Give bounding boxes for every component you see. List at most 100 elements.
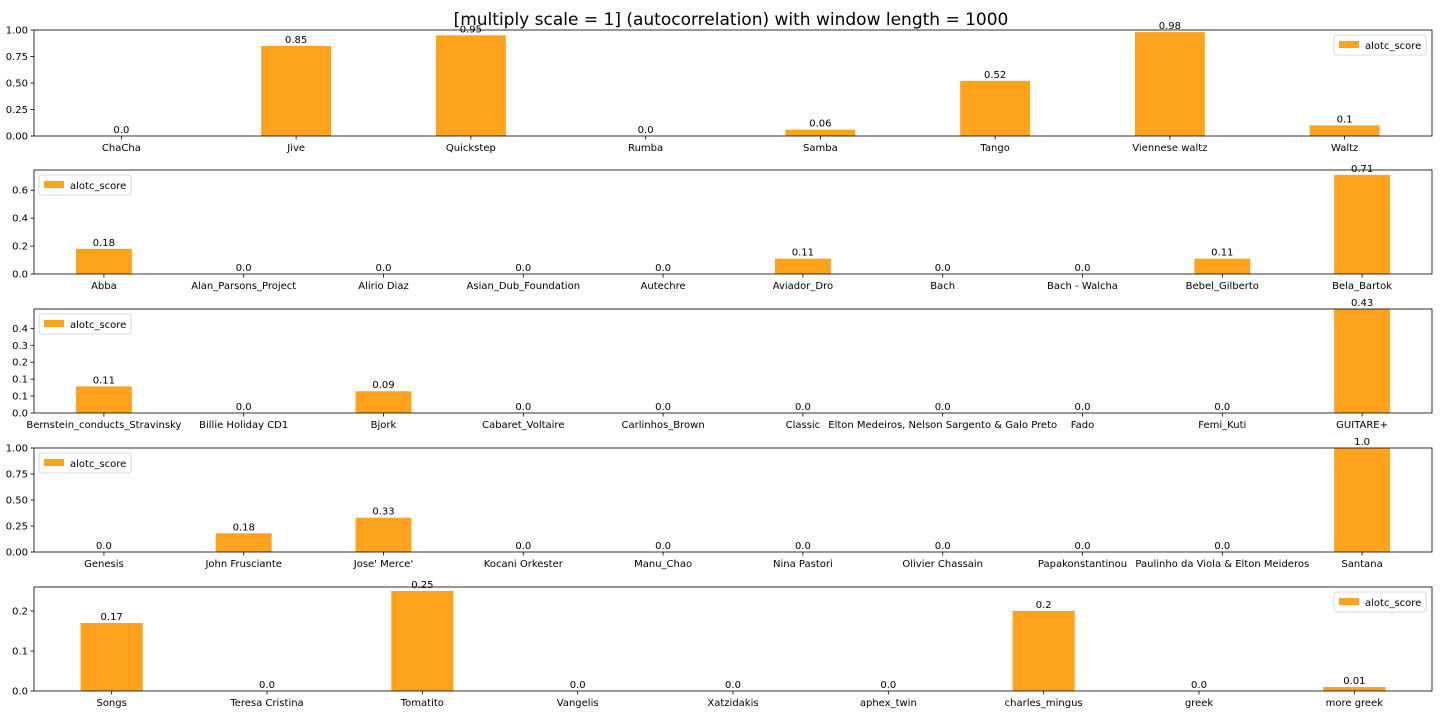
x-tick-label: Bebel_Gilberto [1186,281,1259,292]
x-tick-label: Nina Pastori [773,559,833,570]
data-label: 0.18 [233,522,255,533]
x-tick-label: Papakonstantinou [1038,559,1127,570]
x-tick-label: Olivier Chassain [902,559,983,570]
y-tick-label: 0.4 [12,214,28,225]
data-label: 0.0 [236,263,252,274]
x-tick-label: Aviador_Dro [773,281,833,292]
data-label: 0.0 [570,680,586,691]
x-tick-label: Elton Medeiros, Nelson Sargento & Galo P… [828,420,1057,431]
data-label: 0.0 [935,541,951,552]
bar [774,258,831,274]
x-tick-label: charles_mingus [1005,698,1083,709]
legend-box [38,313,132,335]
legend-label: alotc_score [1365,598,1421,609]
data-label: 0.18 [93,238,115,249]
data-label: 0.0 [655,263,671,274]
x-tick-label: Samba [803,143,838,154]
data-label: 0.11 [93,375,115,386]
y-tick-label: 0.25 [6,522,28,533]
x-tick-label: Manu_Chao [634,559,692,570]
data-label: 0.0 [113,125,129,136]
bar [435,35,506,136]
y-tick-label: 0.2 [12,242,28,253]
legend: alotc_score [38,174,132,196]
x-tick-label: Classic [786,420,821,431]
subplot-3: 0.11Bernstein_conducts_Stravinsky0.0Bill… [12,298,1433,431]
subplot-1: 0.0ChaCha0.85Jive0.95Quickstep0.0Rumba0.… [6,21,1433,154]
x-tick-label: John Frusciante [204,559,281,570]
data-label: 0.0 [515,541,531,552]
x-tick-label: Rumba [628,143,663,154]
data-label: 0.0 [795,541,811,552]
legend-box [1333,34,1427,56]
figure-title: [multiply scale = 1] (autocorrelation) w… [454,10,1009,30]
bar [215,533,272,552]
bar [1334,309,1391,413]
data-label: 0.0 [1075,402,1091,413]
subplots: 0.0ChaCha0.85Jive0.95Quickstep0.0Rumba0.… [6,21,1433,709]
data-label: 0.85 [285,35,307,46]
legend-label: alotc_score [70,459,126,470]
legend-swatch [1339,41,1359,48]
subplot-5: 0.17 Songs 0.0 Teresa Cristina 0.25 Tomatito 0… [12,580,1433,709]
legend-label: alotc_score [1365,41,1421,52]
axes-frame [33,586,1433,692]
x-tick-label: Alirio Diaz [358,281,408,292]
x-tick-label: Tango [979,143,1009,154]
x-tick-label: Bela_Bartok [1332,281,1392,292]
legend-label: alotc_score [70,320,126,331]
data-label: 0.11 [792,248,814,259]
data-label: 0.0 [935,402,951,413]
x-tick-label: more greek [1326,698,1384,709]
x-tick-label: GUITARE+ [1336,420,1388,431]
legend: alotc_score [1333,591,1427,613]
x-tick-label: Bach - Walcha [1047,281,1118,292]
data-label: 0.0 [96,541,112,552]
bar [1134,32,1205,137]
data-label: 0.0 [1075,541,1091,552]
x-tick-label: Xatzidakis [707,698,758,709]
bar [1309,125,1380,136]
y-tick-label: 0.1 [12,392,28,403]
x-tick-label: Teresa Cristina [229,698,303,709]
x-tick-label: Alan_Parsons_Project [191,281,296,292]
data-label: 0.71 [1351,164,1373,175]
data-label: 0.25 [411,580,433,591]
y-tick-label: 0.2 [12,607,28,618]
y-tick-label: 0.2 [12,358,28,369]
data-label: 0.43 [1351,298,1373,309]
legend-box [38,452,132,474]
y-tick-label: 0.0 [12,409,28,420]
y-tick-label: 1.00 [6,26,28,37]
y-tick-label: 0.4 [12,324,28,335]
x-tick-label: Abba [91,281,117,292]
x-tick-label: Genesis [84,559,124,570]
legend-swatch [44,181,64,188]
bar [355,391,412,413]
data-label: 0.01 [1343,676,1365,687]
data-label: 0.0 [1214,541,1230,552]
y-tick-label: 0.00 [6,548,28,559]
x-tick-label: Vangelis [557,698,599,709]
y-tick-label: 0.00 [6,132,28,143]
axes-frame [33,29,1433,137]
y-tick-label: 0.25 [6,105,28,116]
data-label: 0.1 [1337,114,1353,125]
x-tick-label: Femi_Kuti [1198,420,1246,431]
data-label: 0.0 [638,125,654,136]
x-tick-label: greek [1185,698,1214,709]
x-tick-label: Waltz [1331,143,1358,154]
data-label: 0.0 [655,541,671,552]
axes-frame [33,308,1433,414]
data-label: 0.0 [259,680,275,691]
x-tick-label: Santana [1341,559,1382,570]
y-tick-label: 0.3 [12,341,28,352]
data-label: 0.0 [725,680,741,691]
data-label: 1.0 [1354,437,1370,448]
bar [1323,687,1386,691]
data-label: 0.0 [236,402,252,413]
subplot-2: 0.18 Abba 0.0 Alan_Parsons_Project 0.0 Alirio… [12,164,1433,292]
data-label: 0.52 [984,70,1006,81]
data-label: 0.0 [515,263,531,274]
